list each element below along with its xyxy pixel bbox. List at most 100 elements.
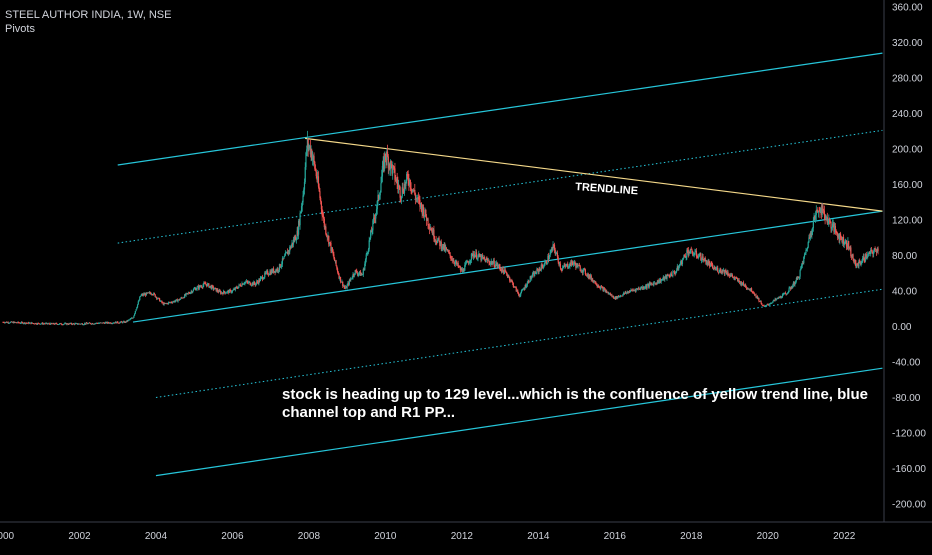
candle-body [657,280,659,284]
candle-body [228,290,230,293]
candle-body [241,283,243,287]
candle-body [185,293,187,296]
candle-body [345,286,347,289]
candle-body [371,230,373,233]
channel-lower-line[interactable] [155,367,883,477]
candle-body [689,251,691,254]
candle-body [393,166,395,169]
candle-body [459,266,461,271]
candle-body [600,286,603,288]
candle-body [601,286,603,288]
candle-body [667,275,670,277]
candle-body [339,276,342,282]
candle-body [195,288,197,291]
candle-body [734,277,737,279]
channel-upper-line[interactable] [117,52,883,166]
candle-body [53,324,56,325]
candle-body [506,272,508,275]
candle-body [611,295,614,297]
candle-body [173,301,175,302]
candle-body [57,324,59,326]
candle-body [831,227,833,229]
candle-body [436,239,439,243]
candle-body [547,256,549,264]
candle-body [381,176,383,184]
candle-body [871,250,873,253]
candles [2,130,879,326]
candle-body [828,219,831,221]
candle-body [524,285,526,289]
candle-body [550,251,552,253]
candle-body [702,256,704,261]
candle-body [184,294,186,296]
candle-body [688,251,690,255]
candle-body [867,253,869,257]
candle-body [270,271,272,275]
y-axis[interactable]: 360.00 320.00 280.00 240.00 200.00 160.00 120.… [892,3,926,511]
channel-mid-lower-line[interactable] [155,288,883,398]
candle-body [190,291,192,293]
candle-body [139,296,141,301]
candle-body [795,277,798,281]
candle-body [188,292,190,294]
candle-body [324,226,326,228]
candle-body [680,260,682,264]
candle-body [96,322,98,324]
candle-body [728,275,731,277]
symbol-title[interactable]: STEEL AUTHOR INDIA, 1W, NSE [5,9,172,21]
candle-body [695,250,698,256]
candle-body [827,222,829,224]
candle-body [418,198,420,200]
candle-body [197,286,199,287]
candle-body [681,259,684,264]
candle-body [437,237,439,240]
candle-body [449,252,451,256]
candle-body [597,286,599,287]
candle-body [42,323,45,325]
candle-body [595,281,597,285]
candle-body [145,292,147,296]
candle-body [36,324,38,325]
candle-body [721,269,723,273]
candle-body [163,303,165,305]
candle-body [225,292,228,294]
candle-body [308,146,310,149]
candle-body [346,284,348,289]
x-tick-label: 2020 [757,531,780,542]
candle-body [805,250,807,254]
candle-body [450,258,453,260]
indicator-label[interactable]: Pivots [5,23,35,35]
candle-body [477,255,479,259]
candle-body [508,276,510,278]
candle-body [200,286,202,288]
candle-body [845,240,847,242]
candle-body [302,195,304,203]
candle-body [487,260,489,262]
x-axis[interactable]: 2000 2002 2004 2006 2008 2010 2012 2014 2016 2018… [0,531,856,542]
candle-body [427,218,429,226]
candle-body [873,248,875,252]
candle-body [778,296,781,298]
candle-body [865,254,867,259]
candle-body [606,291,608,293]
candle-body [356,270,358,273]
candle-body [246,281,248,282]
candle-body [425,209,427,217]
candle-body [100,322,103,324]
candle-body [490,261,492,263]
candle-body [28,322,31,324]
channel-base-line[interactable] [132,210,883,323]
candle-body [713,267,715,269]
candle-body [398,185,400,187]
candle-body [843,244,845,245]
candle-body [20,323,22,324]
x-tick-label: 2000 [0,531,15,542]
candle-body [552,244,554,250]
candle-body [247,281,249,283]
candle-body [815,210,817,215]
trendline-line[interactable] [305,137,883,212]
candle-body [627,291,629,293]
channel-mid-upper-line[interactable] [117,129,883,244]
